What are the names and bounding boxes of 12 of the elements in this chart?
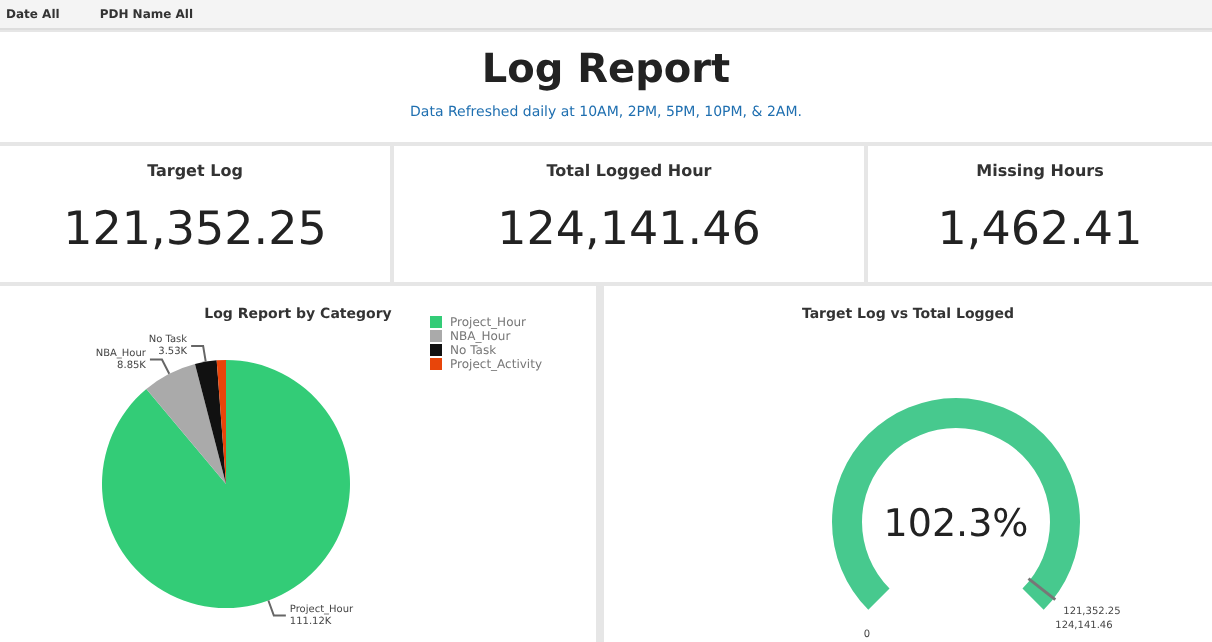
pie-slice bbox=[216, 360, 226, 484]
pie-slice bbox=[102, 360, 350, 608]
pie-slice bbox=[194, 360, 226, 484]
text: 102.3% bbox=[883, 502, 1029, 546]
text: 1,462.41 bbox=[935, 204, 1145, 256]
pie-slice bbox=[146, 363, 226, 484]
text: Total Logged Hour bbox=[544, 162, 714, 180]
text: Log Report bbox=[479, 44, 733, 92]
text: Target Log bbox=[145, 162, 245, 180]
text: Missing Hours bbox=[974, 162, 1106, 180]
text: 121,352.25 bbox=[61, 204, 329, 256]
text: 124,141.46 bbox=[495, 204, 763, 256]
